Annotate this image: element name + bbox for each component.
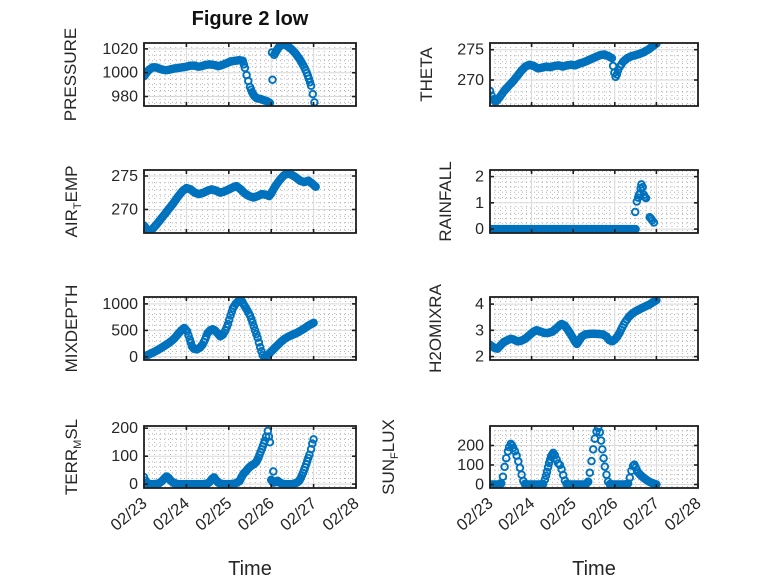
axes-box [489, 425, 699, 489]
subplot-pressure: 980 1000 1020 PRESSURE [61, 28, 357, 122]
x-tick-label: 02/27 [277, 494, 320, 534]
x-tick-label: 02/26 [235, 494, 278, 534]
minor-grid [144, 43, 356, 106]
minor-grid [490, 297, 698, 360]
x-tick-label: 02/27 [620, 494, 663, 534]
data-series-theta [490, 43, 661, 106]
tick-marks [489, 170, 699, 233]
y-axis-label-pressure: PRESSURE [61, 28, 80, 122]
subplot-h2omixra: 2 3 4 H2OMIXRA [426, 283, 699, 373]
y-tick-label: 0 [129, 476, 138, 493]
tick-marks [489, 426, 699, 488]
y-axis-label-mixdepth: MIXDEPTH [62, 285, 81, 373]
y-tick-label: 200 [111, 420, 138, 437]
axes-box [143, 296, 357, 361]
data-series-mixdepth [144, 297, 318, 360]
y-axis-label-h2omixra: H2OMIXRA [426, 283, 445, 372]
minor-grid [490, 170, 698, 233]
y-tick-label: 270 [457, 72, 484, 89]
minor-grid [144, 426, 356, 488]
y-tick-label: 275 [457, 42, 484, 59]
y-tick-label: 2 [475, 349, 484, 366]
x-tick-label: 02/25 [537, 494, 580, 534]
x-tick-label: 02/24 [495, 494, 538, 534]
subplot-terr_msl: 0 100 200 TERRMSL 02/23 02/24 02/25 02/26 02/27 0… [62, 419, 363, 580]
tick-marks [489, 43, 699, 106]
axes-box [489, 296, 699, 361]
y-tick-label: 2 [475, 169, 484, 186]
y-axis-label-terr_msl: TERRMSL [62, 419, 84, 495]
y-tick-label: 0 [129, 349, 138, 366]
y-axis-label-sun_flux: SUNFLUX [379, 419, 401, 495]
subplot-mixdepth: 0 500 1000 MIXDEPTH [62, 285, 357, 373]
axes-box [143, 169, 357, 234]
minor-grid [144, 297, 356, 360]
tick-marks [143, 170, 357, 233]
plot-area [144, 426, 356, 488]
y-tick-label: 1000 [102, 65, 138, 82]
y-tick-label: 270 [111, 202, 138, 219]
data-series-h2omixra [490, 297, 661, 353]
plot-area [144, 297, 356, 360]
y-tick-label: 1020 [102, 41, 138, 58]
subplot-rainfall: 0 1 2 RAINFALL [436, 161, 699, 242]
y-tick-label: 1 [475, 195, 484, 212]
y-tick-label: 275 [111, 168, 138, 185]
y-tick-label: 100 [457, 457, 484, 474]
y-tick-label: 1000 [102, 296, 138, 313]
subplot-air_temp: 270 275 AIRTEMP [62, 166, 357, 238]
x-axis-label: Time [228, 558, 272, 580]
data-series-pressure [144, 43, 319, 106]
x-tick-label: 02/23 [453, 494, 496, 534]
y-tick-label: 100 [111, 448, 138, 465]
x-tick-label: 02/28 [319, 494, 362, 534]
y-tick-label: 0 [475, 477, 484, 494]
x-tick-label: 02/28 [661, 494, 704, 534]
x-tick-label: 02/26 [578, 494, 621, 534]
tick-marks [143, 297, 357, 360]
axes-box [489, 42, 699, 107]
tick-marks [143, 43, 357, 106]
axes-box [489, 169, 699, 234]
tick-marks [143, 426, 357, 488]
tick-marks [489, 297, 699, 360]
subplot-sun_flux: 0 100 200 SUNFLUX 02/2302/2402/2502/2602/270… [379, 419, 705, 580]
y-axis-label-theta: THETA [417, 47, 436, 102]
y-axis-label-rainfall: RAINFALL [436, 161, 455, 241]
plot-area [490, 297, 698, 360]
subplot-theta: 270 275 THETA [417, 42, 699, 107]
y-tick-label: 3 [475, 322, 484, 339]
axes-box [143, 42, 357, 107]
major-grid [490, 43, 698, 106]
y-tick-label: 500 [111, 322, 138, 339]
y-tick-label: 200 [457, 438, 484, 455]
y-tick-label: 980 [111, 89, 138, 106]
y-tick-label: 0 [475, 221, 484, 238]
y-axis-label-air_temp: AIRTEMP [62, 166, 84, 238]
figure-title: Figure 2 low [191, 8, 309, 30]
x-tick-label: 02/25 [192, 494, 235, 534]
x-tick-label: 02/24 [150, 494, 193, 534]
y-tick-label: 4 [475, 296, 484, 313]
x-axis-label: Time [572, 558, 616, 580]
data-series-terr_msl [144, 426, 318, 488]
x-tick-label: 02/23 [107, 494, 150, 534]
